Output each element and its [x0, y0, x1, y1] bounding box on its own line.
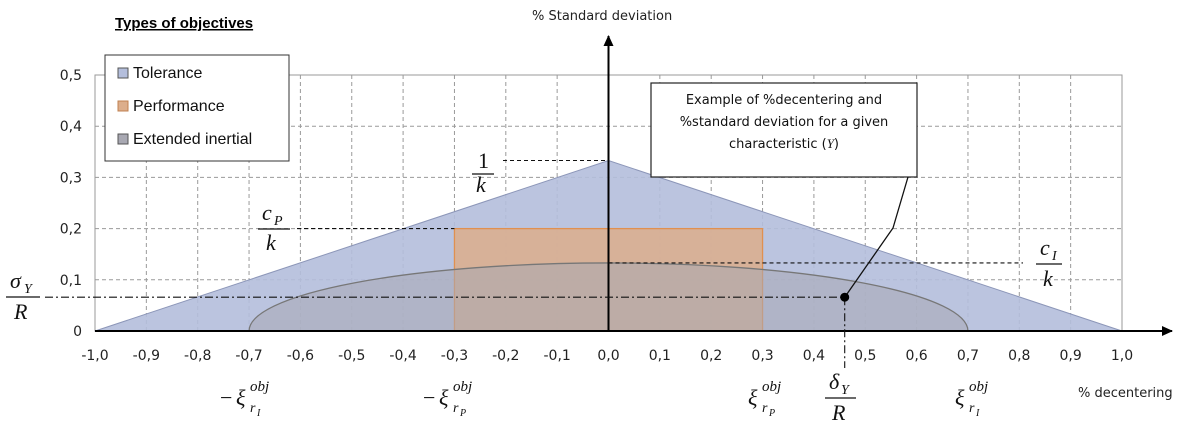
x-axis-title: % decentering [1078, 386, 1173, 401]
svg-text:k: k [476, 172, 487, 197]
label-xi-rp: ξ obj r P [748, 379, 781, 419]
svg-text:ξ: ξ [955, 385, 965, 410]
x-tick-label: -0,2 [492, 348, 519, 364]
x-tick-label: -0,3 [441, 348, 468, 364]
annotation-box [650, 82, 918, 178]
x-tick-label: 0,5 [854, 348, 876, 364]
x-tick-label: -0,7 [235, 348, 262, 364]
x-tick-label: 0,8 [1008, 348, 1030, 364]
legend-swatch-tolerance [117, 67, 129, 79]
x-tick-label: -0,8 [184, 348, 211, 364]
x-tick-label: -0,6 [287, 348, 314, 364]
legend-swatch-extended-inertial [117, 133, 129, 145]
svg-text:ξ: ξ [748, 385, 758, 410]
y-tick-label: 0,5 [60, 68, 82, 84]
x-tick-label: 0,3 [751, 348, 773, 364]
label-minus-xi-ri: − ξ obj r I [220, 379, 269, 419]
x-tick-label: -0,9 [133, 348, 160, 364]
svg-text:−: − [220, 385, 232, 410]
y-axis-title: % Standard deviation [532, 9, 672, 24]
svg-text:R: R [831, 400, 846, 423]
svg-text:1: 1 [478, 148, 489, 173]
svg-text:P: P [273, 214, 283, 229]
svg-text:r: r [453, 401, 459, 416]
svg-text:P: P [459, 408, 466, 419]
svg-text:Y: Y [24, 282, 34, 297]
svg-text:Y: Y [841, 383, 851, 398]
svg-text:c: c [262, 200, 272, 225]
svg-text:r: r [762, 401, 768, 416]
x-tick-label: 0,4 [803, 348, 825, 364]
svg-text:ξ: ξ [236, 385, 246, 410]
svg-text:c: c [1040, 235, 1050, 260]
label-minus-xi-rp: − ξ obj r P [423, 379, 472, 419]
example-point [840, 292, 850, 302]
label-ci-over-k: c I k [1036, 235, 1062, 291]
x-tick-label: 0,9 [1060, 348, 1082, 364]
x-tick-label: -1,0 [81, 348, 108, 364]
svg-text:I: I [975, 408, 980, 419]
legend-swatch-performance [117, 100, 129, 112]
svg-text:obj: obj [453, 379, 472, 395]
guide-lines [45, 159, 1023, 368]
svg-text:ξ: ξ [439, 385, 449, 410]
svg-text:k: k [1043, 266, 1054, 291]
svg-text:I: I [256, 408, 261, 419]
y-tick-label: 0,4 [60, 119, 82, 135]
label-one-over-k: 1 k [472, 148, 494, 197]
label-xi-ri: ξ obj r I [955, 379, 988, 419]
x-tick-label: -0,1 [543, 348, 570, 364]
chart-title: Types of objectives [115, 15, 253, 32]
svg-text:obj: obj [969, 379, 988, 395]
svg-text:characteristic (Y): characteristic (Y) [729, 136, 839, 152]
svg-text:%standard deviation for a give: %standard deviation for a given [680, 115, 889, 130]
annotation-leader [844, 176, 909, 298]
x-tick-label: 1,0 [1111, 348, 1133, 364]
svg-text:r: r [969, 401, 975, 416]
svg-text:obj: obj [250, 379, 269, 395]
x-tick-label: 0,1 [649, 348, 671, 364]
svg-text:−: − [423, 385, 435, 410]
x-tick-label: 0,0 [597, 348, 619, 364]
svg-text:P: P [768, 408, 775, 419]
y-tick-label: 0,3 [60, 170, 82, 186]
svg-text:R: R [13, 299, 28, 324]
svg-text:obj: obj [762, 379, 781, 395]
annotation-callout: Example of %decentering and %standard de… [650, 82, 918, 298]
legend: Tolerance Performance Extended inertial [104, 54, 290, 162]
y-tick-label: 0,2 [60, 222, 82, 238]
label-delta-over-r: δ Y R [825, 369, 856, 423]
svg-text:I: I [1051, 249, 1058, 264]
x-tick-label: -0,4 [389, 348, 416, 364]
svg-text:Example of %decentering and: Example of %decentering and [686, 93, 882, 108]
x-tick-label: 0,7 [957, 348, 979, 364]
legend-label-tolerance: Tolerance [133, 65, 202, 82]
svg-text:k: k [266, 230, 277, 255]
x-tick-label: -0,5 [338, 348, 365, 364]
svg-text:r: r [250, 401, 256, 416]
label-sigma-over-r: σ Y R [6, 268, 40, 324]
y-tick-label: 0 [73, 324, 82, 340]
tick-labels: -1,0 -0,9 -0,8 -0,7 -0,6 -0,5 -0,4 -0,3 -0,2 -0,1… [60, 68, 1133, 364]
svg-text:δ: δ [829, 369, 840, 394]
legend-label-extended-inertial: Extended inertial [133, 131, 252, 148]
axes [95, 35, 1173, 336]
x-tick-label: 0,2 [700, 348, 722, 364]
legend-box [104, 54, 290, 162]
label-cp-over-k: c P k [258, 200, 290, 255]
legend-label-performance: Performance [133, 98, 225, 115]
x-tick-label: 0,6 [905, 348, 927, 364]
y-tick-label: 0,1 [60, 273, 82, 289]
svg-text:σ: σ [10, 268, 22, 293]
